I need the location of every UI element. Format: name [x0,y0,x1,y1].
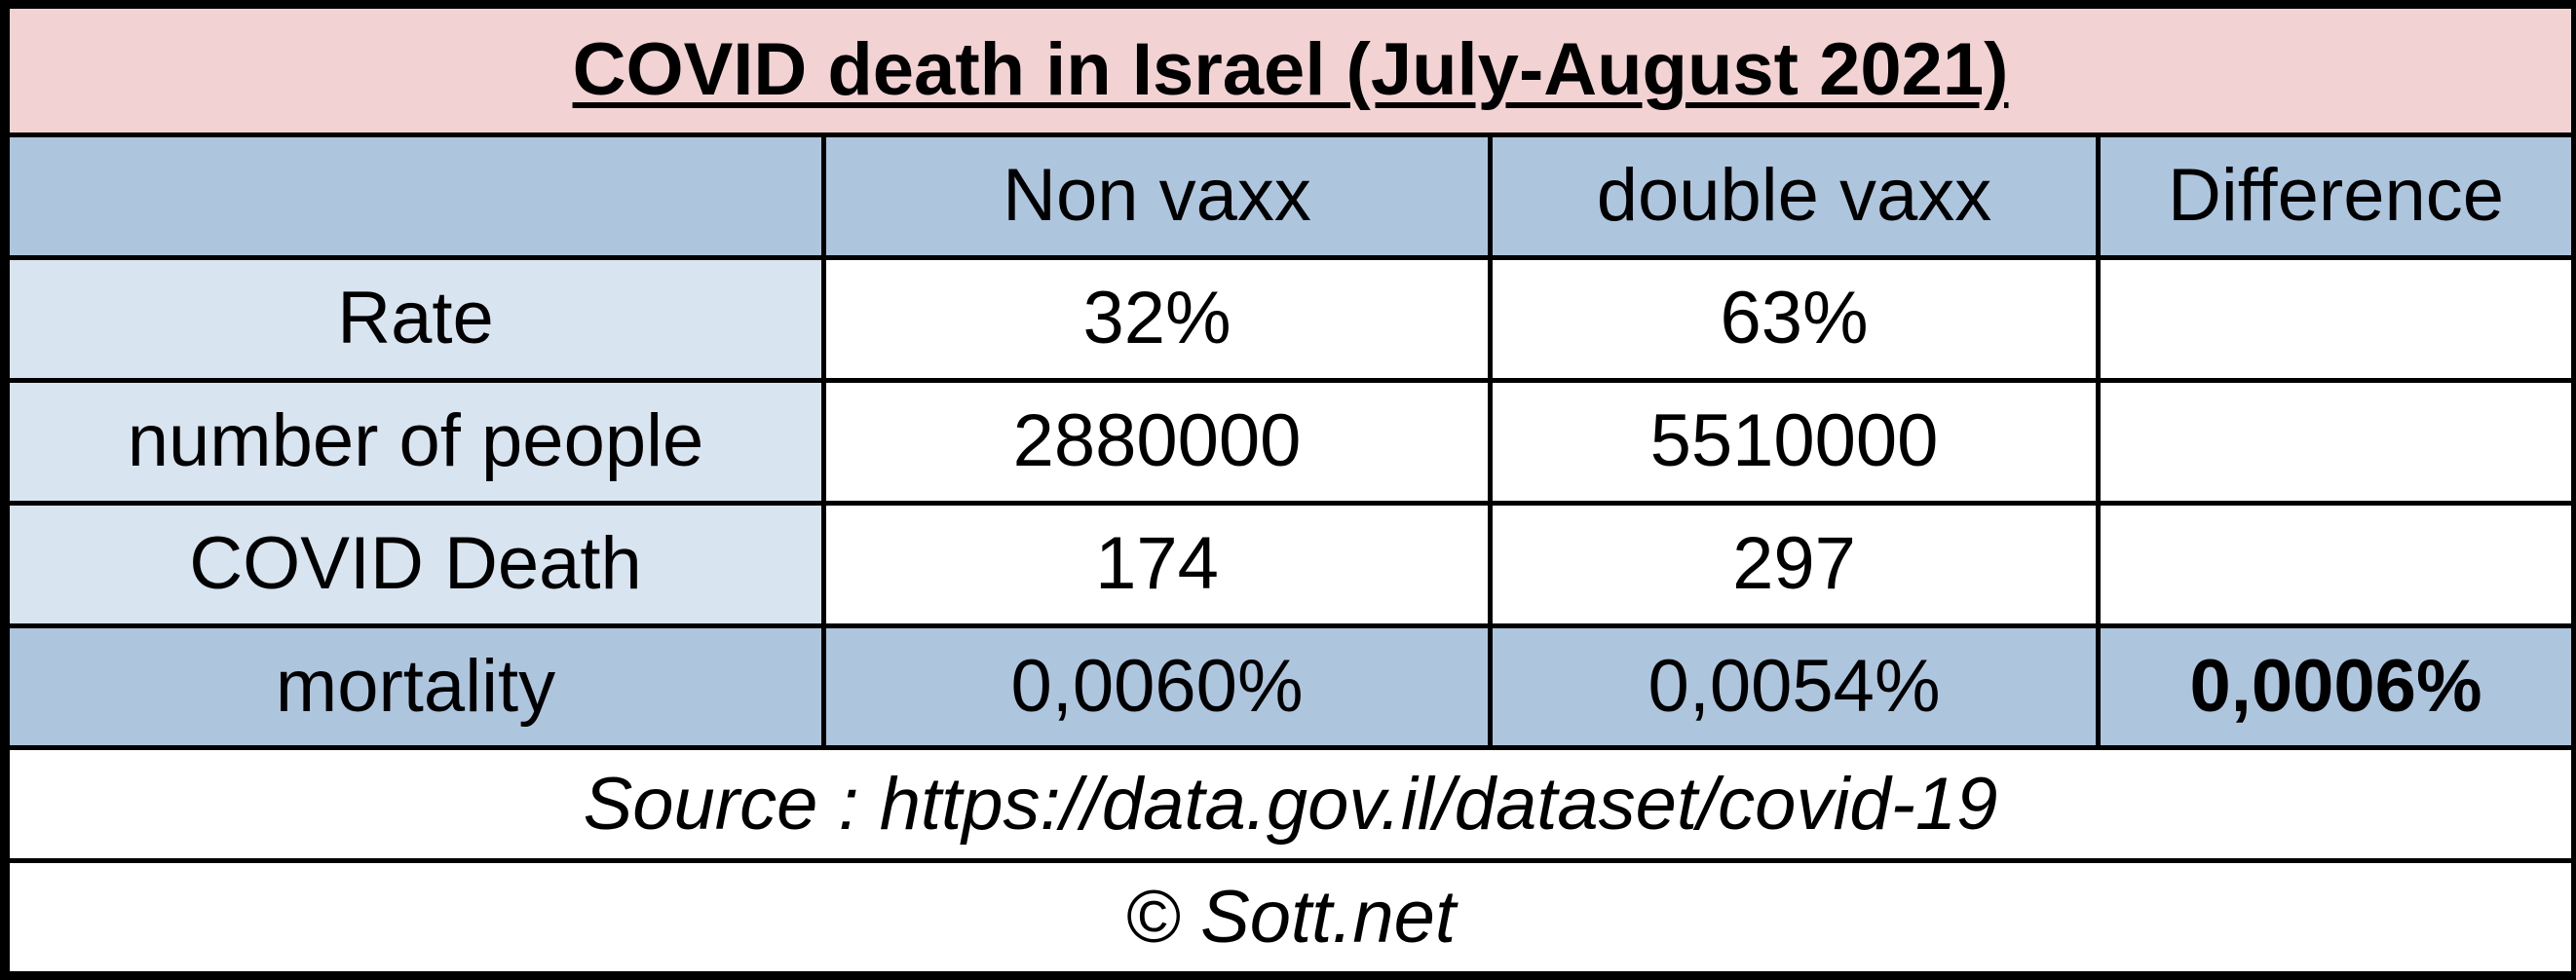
source-row: Source : https://data.gov.il/dataset/cov… [4,745,2576,864]
table-title: COVID death in Israel (July-August 2021) [572,28,2009,112]
rate-non-vaxx: 32% [821,254,1493,383]
row-label-people: number of people [5,377,826,506]
header-difference: Difference [2095,132,2576,260]
table-row-deaths: COVID Death 174 297 [5,500,2576,628]
table-row-mortality: mortality 0,0060% 0,0054% 0,0006% [5,622,2576,751]
header-row: Non vaxx double vaxx Difference [5,132,2576,260]
header-non-vaxx: Non vaxx [821,132,1493,260]
credit-note: © Sott.net [4,858,2576,976]
title-row: COVID death in Israel (July-August 2021) [4,4,2576,137]
people-difference [2095,377,2576,506]
header-double-vaxx: double vaxx [1488,132,2101,260]
table-title-cell: COVID death in Israel (July-August 2021) [4,4,2576,137]
deaths-non-vaxx: 174 [821,500,1493,628]
row-label-deaths: COVID Death [5,500,826,628]
mortality-non-vaxx: 0,0060% [821,622,1493,751]
row-label-rate: Rate [5,254,826,383]
mortality-difference: 0,0006% [2095,622,2576,751]
header-empty-cell [5,132,826,260]
mortality-double-vaxx: 0,0054% [1488,622,2101,751]
covid-mortality-table: COVID death in Israel (July-August 2021)… [4,4,2576,976]
people-double-vaxx: 5510000 [1488,377,2101,506]
table-row-people: number of people 2880000 5510000 [5,377,2576,506]
credit-row: © Sott.net [4,858,2576,976]
source-note: Source : https://data.gov.il/dataset/cov… [4,745,2576,864]
deaths-double-vaxx: 297 [1488,500,2101,628]
table-row-rate: Rate 32% 63% [5,254,2576,383]
people-non-vaxx: 2880000 [821,377,1493,506]
row-label-mortality: mortality [5,622,826,751]
rate-double-vaxx: 63% [1488,254,2101,383]
rate-difference [2095,254,2576,383]
deaths-difference [2095,500,2576,628]
